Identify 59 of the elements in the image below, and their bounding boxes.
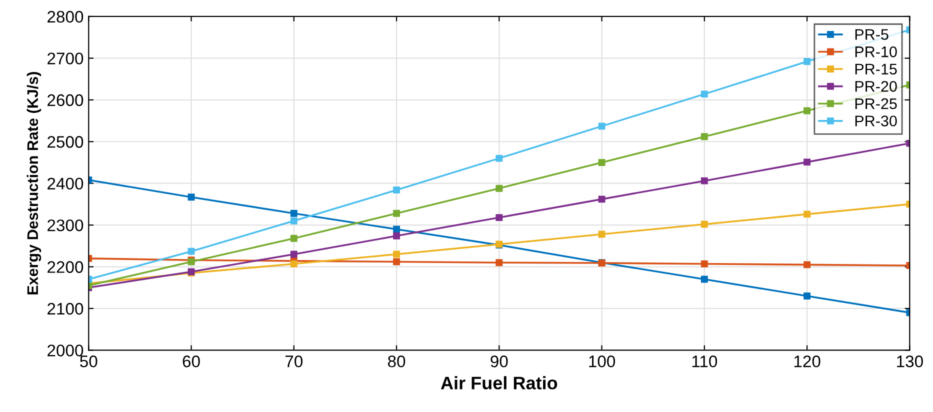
legend-label: PR-30: [855, 116, 897, 126]
point: [496, 184, 503, 192]
point: [700, 90, 708, 98]
point: [700, 220, 708, 228]
legend-label: PR-15: [855, 64, 897, 75]
point: [804, 107, 811, 114]
point: [393, 186, 400, 194]
point: [393, 210, 400, 217]
point: [393, 250, 400, 258]
point: [700, 133, 708, 140]
point: [188, 194, 195, 201]
point: [598, 122, 606, 130]
y-tick-label: 2000: [48, 344, 84, 356]
point: [804, 158, 811, 166]
point: [393, 232, 400, 240]
y-tick-label: 2200: [48, 261, 84, 273]
point: [700, 260, 708, 268]
point: [393, 226, 400, 233]
y-tick-label: 2400: [48, 178, 84, 190]
y-tick-label: 2300: [48, 219, 84, 232]
y-tick-label: 2600: [48, 94, 84, 106]
point: [700, 276, 708, 283]
x-tick-label: 70: [285, 356, 303, 368]
point: [290, 217, 298, 224]
x-tick-label: 80: [388, 356, 406, 368]
y-tick-label: 2700: [48, 52, 84, 64]
point: [290, 234, 298, 242]
point: [496, 214, 503, 222]
point: [496, 154, 503, 162]
point: [290, 260, 298, 268]
y-tick-label: 2100: [48, 302, 84, 315]
point: [290, 250, 298, 258]
x-axis-title: Air Fuel Ratio: [440, 376, 558, 390]
y-tick-label: 2500: [48, 136, 84, 148]
x-tick-label: 120: [794, 356, 820, 368]
x-tick-label: 60: [182, 356, 200, 368]
point: [290, 210, 298, 217]
point: [598, 196, 606, 203]
x-tick-label: 100: [589, 356, 616, 368]
y-axis-title: Exergy Destruction Rate (KJ/s): [26, 72, 42, 294]
point: [804, 261, 811, 268]
point: [700, 177, 708, 184]
point: [393, 258, 400, 266]
y-tick-label: 2800: [48, 10, 84, 23]
point: [598, 230, 606, 238]
point: [804, 58, 811, 66]
legend-label: PR-25: [855, 98, 897, 110]
x-tick-label: 50: [80, 356, 98, 368]
x-tick-label: 90: [490, 356, 508, 368]
x-tick-label: 110: [692, 356, 718, 368]
point: [598, 159, 606, 166]
point: [496, 259, 503, 266]
legend-label: PR-20: [855, 81, 897, 92]
point: [804, 210, 811, 218]
legend-label: PR-5: [855, 29, 888, 40]
point: [804, 292, 811, 300]
x-tick-label: 130: [897, 356, 923, 368]
point: [188, 248, 195, 255]
legend-label: PR-10: [855, 46, 897, 58]
